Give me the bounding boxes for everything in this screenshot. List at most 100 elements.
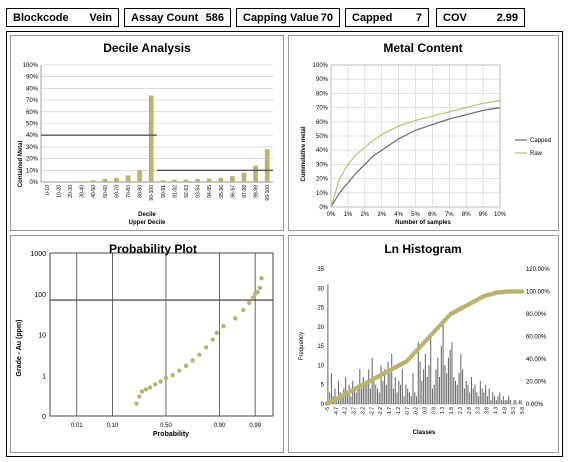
hist-y-tick: 30 xyxy=(317,286,324,292)
hist-x-tick: 1.8 xyxy=(449,407,455,414)
decile-bar xyxy=(253,165,258,182)
hist-bar xyxy=(490,400,492,404)
decile-bar xyxy=(56,181,61,182)
decile-title: Decile Analysis xyxy=(103,41,191,55)
hist-bar xyxy=(384,369,386,404)
decile-x-tick: 80-90 xyxy=(138,185,144,198)
hist-x-tick: 3.8 xyxy=(485,407,491,414)
legend-capped-label: Capped xyxy=(530,138,551,144)
metal-y-tick: 80% xyxy=(316,91,329,97)
ln-histogram-chart: Ln Histogram 0 5 10 15 20 25 30 35 0.00% 20.00% 40… xyxy=(299,242,550,436)
decile-x-tick: 97-98 xyxy=(242,185,248,198)
hist-bar xyxy=(401,369,403,404)
decile-x-tick: 70-80 xyxy=(126,185,132,198)
hist-y2-tick: 40.00% xyxy=(526,357,547,363)
stat-capping-value-label: Capping Value xyxy=(243,11,319,24)
decile-x-tick: 90-100 xyxy=(149,185,155,201)
hist-bar xyxy=(497,396,499,404)
decile-ylabel: Contained Metal xyxy=(18,141,24,188)
hist-bar xyxy=(375,384,377,404)
hist-bar xyxy=(346,392,348,404)
hist-x-tick: 5.8 xyxy=(520,407,526,414)
stat-cov: COV 2.99 xyxy=(436,8,525,27)
decile-x-tick: 96-97 xyxy=(230,185,236,198)
decile-x-tick: 99-100 xyxy=(265,185,271,201)
metal-x-tick: 4% xyxy=(394,212,403,218)
hist-y-tick: 15 xyxy=(317,344,324,350)
prob-x-tick: 0.10 xyxy=(107,423,119,429)
hist-y-tick: 20 xyxy=(317,325,324,331)
decile-y-tick: 0% xyxy=(29,180,38,186)
prob-point xyxy=(139,389,145,394)
hist-y-tick: 25 xyxy=(317,306,324,312)
decile-y-tick: 10% xyxy=(26,168,39,174)
hist-bar xyxy=(403,396,405,404)
hist-x-tick: 2.8 xyxy=(467,407,473,414)
hist-y-tick: 10 xyxy=(317,363,324,369)
hist-bar xyxy=(467,384,469,404)
decile-y-tick: 50% xyxy=(26,122,39,128)
prob-point xyxy=(163,375,169,381)
decile-bar xyxy=(183,179,189,182)
hist-x-tick: 0.3 xyxy=(423,407,429,414)
hist-bar xyxy=(329,392,331,404)
metal-y-tick: 50% xyxy=(316,134,329,140)
metal-x-tick: 7% xyxy=(445,212,454,218)
hist-bar xyxy=(508,396,510,404)
hist-bar xyxy=(424,353,426,404)
hist-x-tick: -0.7 xyxy=(405,407,411,416)
hist-bar xyxy=(394,377,396,404)
decile-bar xyxy=(79,181,84,182)
hist-bar xyxy=(493,396,496,404)
hist-bar xyxy=(501,400,503,404)
hist-bar xyxy=(460,353,462,404)
prob-point xyxy=(153,382,158,387)
hist-bar xyxy=(488,388,490,404)
hist-bar xyxy=(368,369,370,404)
hist-bar xyxy=(355,392,357,404)
hist-bar xyxy=(439,377,441,404)
metal-y-tick: 0% xyxy=(319,205,328,211)
hist-bar xyxy=(423,369,425,404)
metal-content-chart: Metal Content 0% 10% 20% 30% 40% 50% 60% 70% 80%… xyxy=(301,41,551,226)
prob-point xyxy=(233,316,238,321)
stat-blockcode-label: Blockcode xyxy=(13,11,69,24)
hist-y2-tick: 80.00% xyxy=(526,312,547,318)
decile-bars xyxy=(41,95,273,182)
hist-y-tick: 5 xyxy=(321,383,325,389)
hist-bar xyxy=(476,392,478,404)
prob-point xyxy=(259,276,264,281)
decile-bar xyxy=(137,170,142,182)
hist-x-tick: 2.3 xyxy=(458,407,464,414)
hist-bar xyxy=(495,400,497,404)
hist-x-tick: 3.3 xyxy=(476,407,482,414)
hist-bar xyxy=(485,384,487,404)
metal-x-tick: 3% xyxy=(377,212,386,218)
hist-bar xyxy=(431,388,434,404)
decile-xlabel: Decile xyxy=(138,212,156,218)
hist-bar xyxy=(478,396,480,404)
hist-y2-tick: 120.00% xyxy=(526,267,550,273)
hist-bar xyxy=(465,380,467,404)
hist-y-tick: 35 xyxy=(317,267,324,273)
decile-analysis-panel: Decile Analysis 0% 10% 20% 30% 40% 50% 60% 70% 8… xyxy=(10,35,284,231)
hist-x-tick: 5.3 xyxy=(511,407,517,414)
metal-title: Metal Content xyxy=(383,41,462,55)
hist-bar xyxy=(504,400,506,404)
hist-bar xyxy=(502,396,504,404)
hist-bar xyxy=(389,373,391,404)
prob-point xyxy=(255,289,260,295)
hist-bar xyxy=(345,377,347,404)
decile-x-tick: 40-50 xyxy=(91,185,97,198)
hist-bar xyxy=(458,373,460,404)
hist-bar xyxy=(454,380,457,404)
prob-ylabel: Grade - Au (ppm) xyxy=(16,320,23,377)
metal-x-tick: 5% xyxy=(411,212,420,218)
hist-bar xyxy=(330,373,332,404)
metal-y-tick: 60% xyxy=(316,120,329,126)
hist-bar xyxy=(433,384,435,404)
hist-bar xyxy=(366,380,368,404)
hist-bar xyxy=(470,377,473,404)
hist-x-tick: -0.2 xyxy=(414,407,420,416)
hist-x-tick: 4.3 xyxy=(493,407,499,414)
